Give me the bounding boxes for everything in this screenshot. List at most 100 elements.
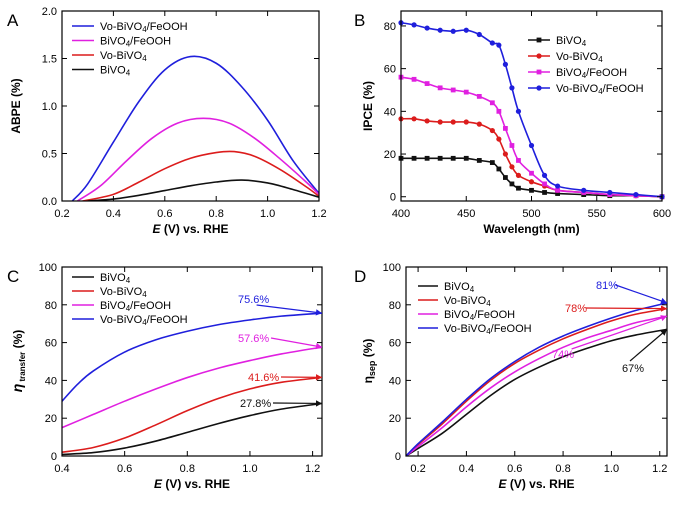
data-point: [509, 164, 515, 170]
series-line: [401, 21, 662, 198]
panel-letter: A: [7, 11, 19, 30]
annotation-arrowhead: [315, 342, 322, 350]
data-point: [437, 27, 443, 33]
x-axis-label: E (V) vs. RHE: [154, 477, 230, 491]
legend-label: BiVO4/FeOOH: [100, 300, 171, 313]
annotation-label: 27.8%: [240, 398, 271, 410]
x-axis-label: E (V) vs. RHE: [498, 477, 574, 491]
series-line: [406, 302, 667, 456]
series-line: [401, 76, 662, 198]
series-line: [87, 179, 319, 201]
annotation-arrowhead: [660, 305, 667, 312]
data-point: [542, 190, 547, 195]
x-tick-label: 1.0: [604, 463, 619, 475]
y-axis-label: IPCE (%): [361, 81, 375, 131]
annotation-label: 75.6%: [238, 294, 269, 306]
x-tick-label: 1.0: [260, 208, 275, 220]
data-point: [529, 170, 534, 176]
annotation-label: 57.6%: [238, 333, 269, 345]
legend-label: BiVO4: [100, 272, 131, 285]
y-tick-label: 20: [389, 413, 401, 425]
series-line: [62, 376, 322, 454]
data-point: [509, 143, 515, 148]
legend-label: Vo-BiVO4/FeOOH: [556, 83, 644, 96]
annotation-arrowhead: [660, 297, 667, 304]
data-point: [489, 127, 495, 134]
series-line: [62, 312, 322, 402]
data-point: [496, 42, 502, 48]
y-axis-label: ABPE (%): [9, 78, 23, 133]
panel-d: D 0.2 0.4 0.6 0.8 1.0 1.2 0 20 40 60 80 100 E (V) vs.…: [354, 262, 668, 491]
y-tick-label: 100: [39, 262, 57, 274]
data-point: [411, 155, 417, 161]
x-tick-label: 0.8: [180, 463, 195, 475]
data-point: [529, 187, 534, 193]
x-tick-label: 0.8: [209, 208, 224, 220]
legend-label: Vo-BiVO4: [556, 51, 603, 64]
data-point: [489, 40, 495, 46]
annotation-label: 74%: [552, 349, 574, 361]
x-axis-label: Wavelength (nm): [483, 222, 579, 236]
y-axis-label: ηsep (%): [361, 339, 377, 384]
y-tick-label: 0: [51, 451, 57, 463]
annotation-arrowhead: [315, 400, 322, 407]
annotation-arrowhead: [660, 329, 667, 336]
annotation-label: 41.6%: [248, 372, 279, 384]
legend-label: Vo-BiVO4: [444, 295, 491, 308]
data-point: [502, 61, 508, 67]
y-tick-label: 20: [384, 149, 396, 161]
data-point: [528, 142, 535, 149]
y-tick-label: 60: [45, 338, 57, 350]
y-tick-label: 0: [390, 192, 396, 204]
panel-letter: C: [7, 267, 19, 286]
y-tick-label: 80: [384, 21, 396, 33]
legend-label: Vo-BiVO4: [100, 286, 147, 299]
x-tick-label: 550: [588, 208, 606, 220]
panel-b: B 400 450 500 550 600 0 20 40 60 80 Wavelength (nm)…: [354, 10, 671, 236]
data-point: [450, 155, 456, 161]
x-tick-label: 1.2: [305, 463, 320, 475]
panel-letter: B: [354, 11, 365, 30]
y-tick-label: 2.0: [42, 6, 57, 18]
legend-label: Vo-BiVO4/FeOOH: [444, 323, 532, 336]
data-point: [503, 126, 508, 131]
y-tick-label: 40: [389, 375, 401, 387]
data-point: [463, 89, 469, 95]
data-point: [516, 185, 521, 191]
y-tick-label: 60: [384, 64, 396, 76]
data-point: [450, 119, 456, 125]
data-point: [555, 183, 561, 189]
data-point: [509, 181, 515, 187]
data-point: [503, 175, 508, 180]
data-point: [502, 151, 508, 157]
data-point: [509, 85, 515, 91]
data-point: [476, 121, 482, 127]
data-point: [489, 100, 495, 106]
x-tick-label: 1.2: [652, 463, 667, 475]
data-point: [555, 187, 560, 193]
series-line: [62, 346, 322, 429]
y-tick-label: 100: [383, 262, 401, 274]
data-point: [463, 119, 469, 125]
x-tick-label: 0.4: [54, 463, 69, 475]
annotation-arrowhead: [660, 315, 667, 322]
x-tick-label: 0.8: [555, 463, 570, 475]
x-tick-label: 1.2: [311, 208, 326, 220]
y-tick-label: 1.5: [42, 54, 57, 66]
data-point: [450, 87, 456, 93]
data-point: [496, 108, 502, 114]
data-point: [542, 181, 547, 187]
annotation-arrowhead: [315, 374, 322, 381]
plot-frame: [61, 266, 323, 457]
panel-c: C 0.4 0.6 0.8 1.0 1.2 0 20 40 60 80 100 E (V) vs. RH…: [7, 262, 323, 491]
annotation-arrow: [270, 337, 323, 348]
panel-letter: D: [354, 267, 366, 286]
legend-marker: [536, 85, 542, 91]
series-line: [406, 328, 667, 456]
x-tick-label: 500: [522, 208, 540, 220]
x-tick-label: 1.0: [242, 463, 257, 475]
